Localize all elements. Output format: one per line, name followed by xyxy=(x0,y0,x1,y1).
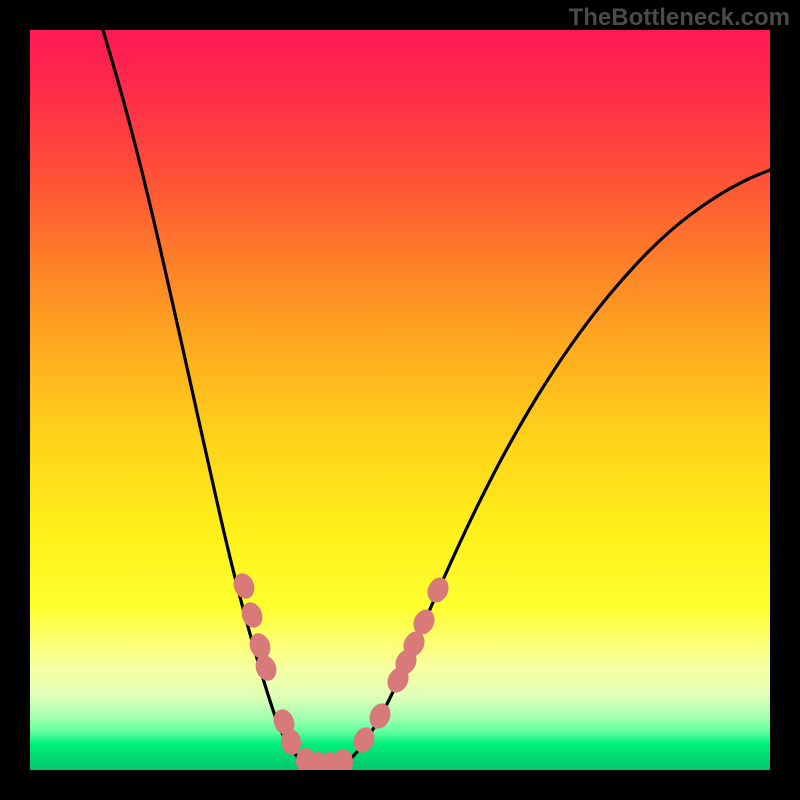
plot-area xyxy=(30,30,770,770)
watermark-label: TheBottleneck.com xyxy=(569,4,790,32)
plot-svg xyxy=(30,30,770,770)
chart-frame: TheBottleneck.com xyxy=(0,0,800,800)
